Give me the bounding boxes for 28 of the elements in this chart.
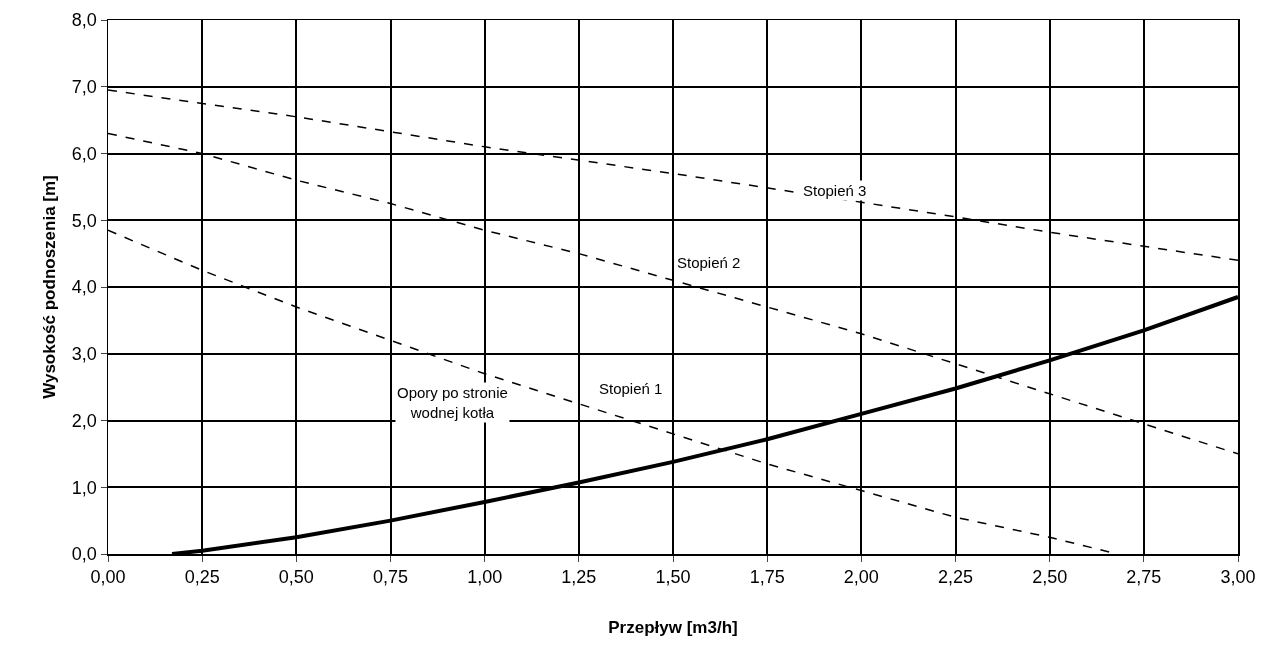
y-tick-label: 5,0: [71, 210, 97, 231]
x-tick-label: 0,50: [278, 567, 314, 588]
y-axis-title: Wysokość podnoszenia [m]: [39, 175, 59, 399]
annotation: Opory po stronie wodnej kotła: [397, 384, 508, 421]
y-tick-label: 2,0: [71, 410, 97, 431]
x-tick-label: 0,00: [90, 567, 126, 588]
y-tick-label: 4,0: [71, 277, 97, 298]
y-tick-label: 7,0: [71, 77, 97, 98]
x-tick-label: 1,75: [749, 567, 785, 588]
y-tick-label: 0,0: [71, 544, 97, 565]
x-tick-label: 0,75: [372, 567, 409, 588]
x-tick-label: 1,00: [467, 567, 503, 588]
x-tick-label: 2,50: [1032, 567, 1068, 588]
y-tick-label: 3,0: [71, 344, 97, 365]
annotation: Stopień 3: [803, 182, 867, 199]
annotation: Stopień 2: [677, 254, 741, 271]
x-tick-label: 2,25: [937, 567, 974, 588]
x-axis-title: Przepływ [m3/h]: [608, 618, 738, 638]
x-tick-label: 3,00: [1220, 567, 1256, 588]
x-tick-label: 1,50: [655, 567, 691, 588]
x-tick-label: 1,25: [561, 567, 597, 588]
y-tick-label: 1,0: [71, 477, 97, 498]
x-tick-label: 0,25: [184, 567, 220, 588]
annotation: Stopień 1: [599, 380, 663, 397]
y-tick-label: 6,0: [71, 143, 97, 164]
y-tick-label: 8,0: [71, 10, 97, 31]
x-tick-label: 2,75: [1126, 567, 1162, 588]
x-tick-label: 2,00: [843, 567, 879, 588]
